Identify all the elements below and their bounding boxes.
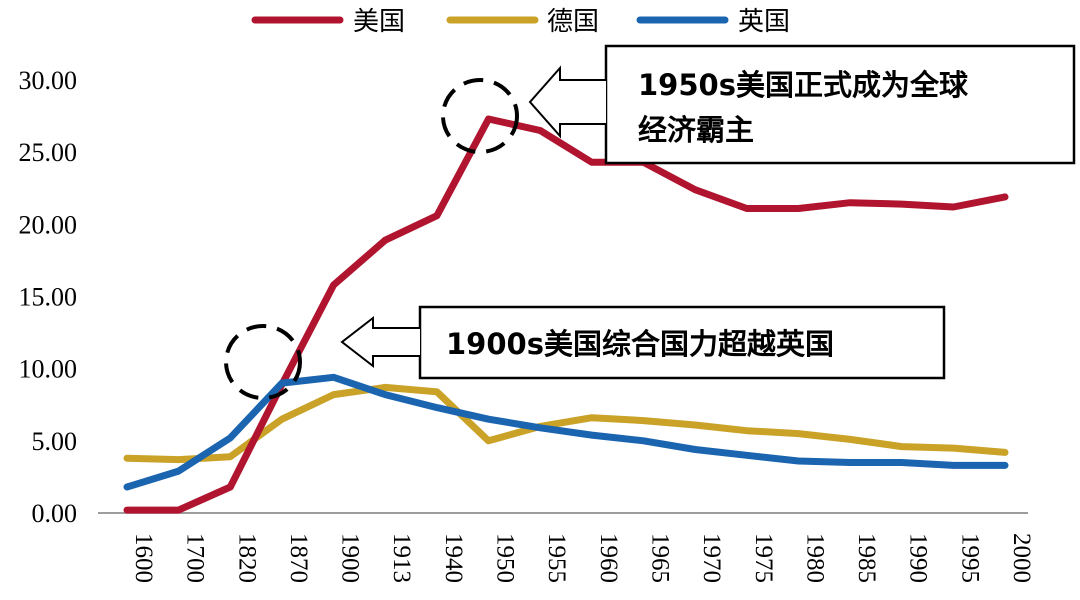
y-tick-label: 25.00 [19, 138, 78, 167]
x-tick-label: 1985 [853, 533, 880, 583]
x-tick-label: 1913 [388, 533, 415, 583]
x-tick-label: 1900 [337, 533, 364, 583]
x-tick-label: 1965 [646, 533, 673, 583]
y-tick-label: 15.00 [19, 283, 78, 312]
highlight-circle-1870 [224, 324, 302, 400]
x-tick-label: 1960 [595, 533, 622, 583]
legend-label-us: 美国 [353, 7, 405, 37]
series-line-us [123, 115, 1009, 514]
x-tick-label: 1700 [182, 533, 209, 583]
legend-label-uk: 英国 [738, 7, 790, 37]
annotation-box-1950s [604, 44, 1076, 165]
x-axis-ticks: 1600 1700 1820 1870 1900 1913 1940 1950 1955 1960… [130, 533, 1035, 583]
series-line-uk [123, 373, 1009, 491]
y-tick-label: 30.00 [19, 66, 78, 95]
x-tick-label: 1970 [698, 533, 725, 583]
y-axis-ticks: 0.00 5.00 10.00 15.00 20.00 25.00 30.00 [19, 66, 78, 528]
highlight-circle-1950 [441, 78, 519, 154]
x-tick-label: 1995 [956, 533, 983, 583]
annotation-box-1900s [418, 305, 946, 380]
x-tick-label: 1990 [905, 533, 932, 583]
x-tick-label: 1600 [130, 533, 157, 583]
series-lines [123, 115, 1009, 514]
y-tick-label: 20.00 [19, 210, 78, 239]
x-tick-label: 1955 [543, 533, 570, 583]
series-line-de [123, 383, 1009, 464]
annotation-text-1950s-line1: 1950s美国正式成为全球 [638, 68, 969, 102]
y-tick-label: 0.00 [32, 499, 78, 528]
arrow-icon-1900s [340, 315, 420, 369]
annotation-1950s: 1950s美国正式成为全球 经济霸主 [441, 44, 1076, 165]
annotation-text-1950s-line2: 经济霸主 [638, 113, 754, 147]
x-tick-label: 1950 [492, 533, 519, 583]
x-tick-label: 1975 [750, 533, 777, 583]
y-tick-label: 10.00 [19, 355, 78, 384]
annotation-text-1900s: 1900s美国综合国力超越英国 [446, 327, 834, 361]
x-tick-label: 1980 [801, 533, 828, 583]
x-tick-label: 1870 [285, 533, 312, 583]
arrow-icon-1950s [528, 65, 606, 139]
y-tick-label: 5.00 [32, 427, 78, 456]
x-tick-label: 2000 [1008, 533, 1035, 583]
legend-label-de: 德国 [547, 7, 599, 37]
annotation-1900s: 1900s美国综合国力超越英国 [224, 305, 946, 400]
x-tick-label: 1940 [440, 533, 467, 583]
legend: 美国 德国 英国 [251, 7, 790, 37]
x-tick-label: 1820 [233, 533, 260, 583]
